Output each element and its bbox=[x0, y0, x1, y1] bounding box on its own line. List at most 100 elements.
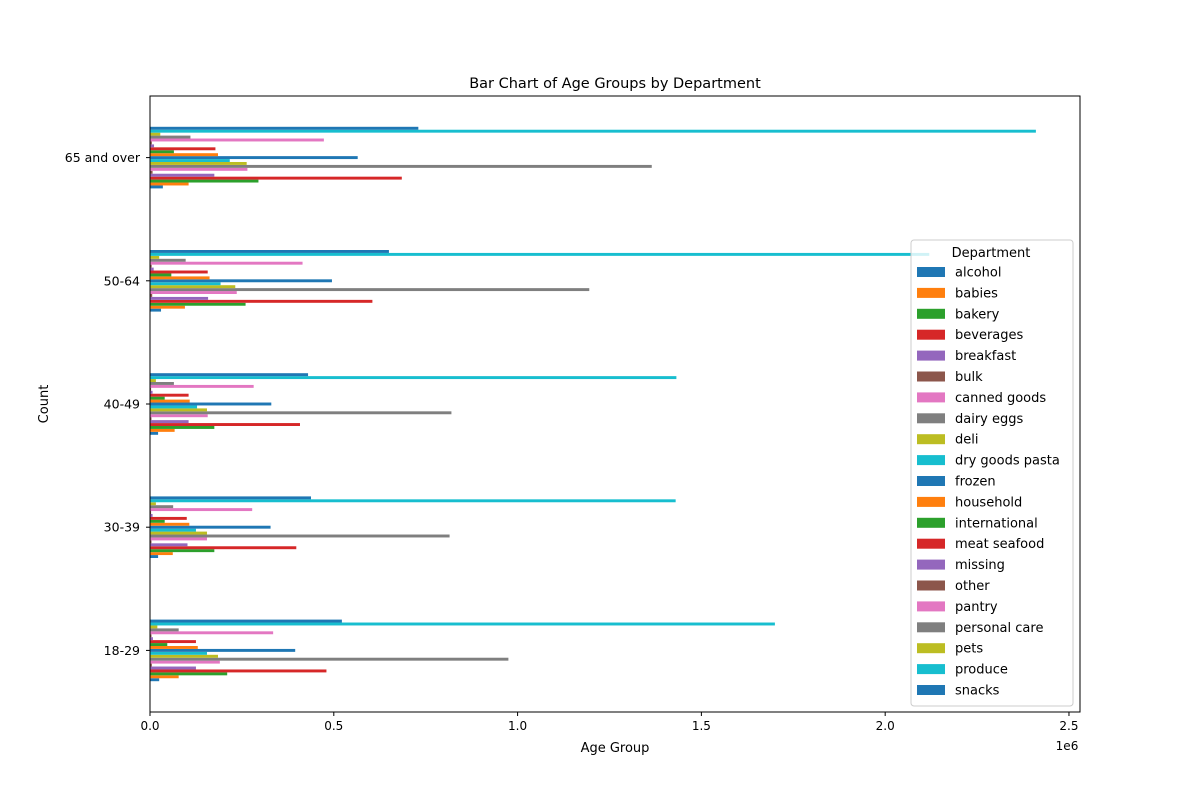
bar bbox=[150, 387, 152, 391]
legend-item-label: household bbox=[955, 495, 1022, 510]
y-tick-label: 18-29 bbox=[104, 643, 140, 658]
y-tick-label: 50-64 bbox=[104, 273, 140, 288]
bar bbox=[150, 393, 189, 397]
bar bbox=[150, 428, 175, 432]
bar bbox=[150, 296, 209, 300]
bar bbox=[150, 672, 228, 676]
legend-swatch bbox=[917, 350, 945, 361]
legend-swatch bbox=[917, 434, 945, 445]
bar bbox=[150, 678, 160, 682]
legend-swatch bbox=[917, 496, 945, 507]
bar bbox=[150, 405, 198, 409]
bar bbox=[150, 540, 152, 544]
x-axis-ticks: 0.0 0.5 1.0 1.5 2.0 2.5 bbox=[140, 712, 1079, 733]
legend-swatch bbox=[917, 392, 945, 403]
legend-swatch bbox=[917, 455, 945, 466]
bar bbox=[150, 167, 248, 171]
bar bbox=[150, 288, 590, 292]
bar bbox=[150, 505, 174, 509]
bar bbox=[150, 396, 165, 400]
bar bbox=[150, 308, 162, 312]
bar bbox=[150, 543, 188, 547]
bar bbox=[150, 162, 247, 165]
legend-item-label: frozen bbox=[955, 475, 996, 490]
bar bbox=[150, 156, 358, 160]
bar bbox=[150, 625, 158, 629]
legend-swatch bbox=[917, 371, 945, 382]
bar bbox=[150, 417, 152, 421]
legend: Department alcohol babies bakery beverages b… bbox=[910, 239, 1074, 707]
bar bbox=[150, 182, 189, 186]
bar bbox=[150, 291, 237, 294]
legend-swatch bbox=[917, 267, 945, 277]
legend-item-label: babies bbox=[955, 286, 998, 301]
y-tick-label: 40-49 bbox=[104, 397, 140, 412]
bar bbox=[150, 537, 207, 541]
legend-item-label: beverages bbox=[955, 328, 1024, 343]
bar bbox=[150, 399, 190, 403]
legend-item-label: international bbox=[955, 516, 1038, 531]
legend-title: Department bbox=[952, 246, 1031, 261]
legend-swatch bbox=[917, 329, 945, 340]
bar bbox=[150, 299, 373, 303]
legend-item-label: other bbox=[955, 579, 990, 594]
bar bbox=[150, 408, 207, 412]
bar bbox=[150, 379, 156, 382]
bar bbox=[150, 634, 152, 638]
bar bbox=[150, 294, 153, 297]
bar bbox=[150, 153, 218, 157]
y-axis-ticks: 18-29 30-39 40-49 50-64 65 and over bbox=[65, 150, 150, 658]
bar bbox=[150, 302, 246, 306]
bar bbox=[150, 628, 179, 632]
bar bbox=[150, 552, 173, 556]
bar bbox=[150, 654, 218, 658]
bar bbox=[150, 373, 309, 377]
bar bbox=[150, 669, 327, 673]
bar bbox=[150, 402, 272, 406]
bar bbox=[150, 648, 296, 652]
bar bbox=[150, 273, 172, 277]
bar bbox=[150, 522, 190, 526]
bar bbox=[150, 411, 452, 415]
bar bbox=[150, 431, 159, 435]
legend-swatch bbox=[917, 580, 945, 591]
bar bbox=[150, 170, 153, 174]
bar bbox=[150, 555, 159, 558]
bar bbox=[150, 426, 215, 429]
bar bbox=[150, 499, 676, 503]
bar bbox=[150, 305, 185, 309]
x-tick-label: 0.0 bbox=[140, 719, 159, 733]
bar bbox=[150, 525, 271, 529]
legend-swatch bbox=[917, 622, 945, 633]
legend-swatch bbox=[917, 287, 945, 298]
bar bbox=[150, 423, 300, 426]
bar bbox=[150, 508, 253, 512]
bar bbox=[150, 276, 210, 280]
legend-item-label: bakery bbox=[955, 307, 1000, 322]
bar bbox=[150, 657, 509, 661]
bar bbox=[150, 619, 342, 623]
bar bbox=[150, 173, 215, 177]
x-tick-label: 1.0 bbox=[508, 719, 527, 733]
bar bbox=[150, 643, 168, 646]
x-axis-label: Age Group bbox=[581, 741, 650, 756]
x-axis-offset-label: 1e6 bbox=[1056, 739, 1079, 753]
bar bbox=[150, 250, 389, 253]
bar bbox=[150, 267, 154, 271]
bar bbox=[150, 666, 196, 670]
bar bbox=[150, 150, 174, 154]
bar bbox=[150, 651, 207, 655]
bar bbox=[150, 534, 450, 538]
bar bbox=[150, 185, 163, 189]
bar bbox=[150, 255, 160, 259]
bar bbox=[150, 264, 152, 268]
bar bbox=[150, 376, 677, 380]
bar bbox=[150, 496, 311, 500]
bar bbox=[150, 531, 207, 535]
bar bbox=[150, 516, 187, 520]
bar bbox=[150, 159, 230, 162]
bar bbox=[150, 164, 652, 168]
legend-item-label: missing bbox=[955, 558, 1005, 573]
bar bbox=[150, 502, 156, 506]
